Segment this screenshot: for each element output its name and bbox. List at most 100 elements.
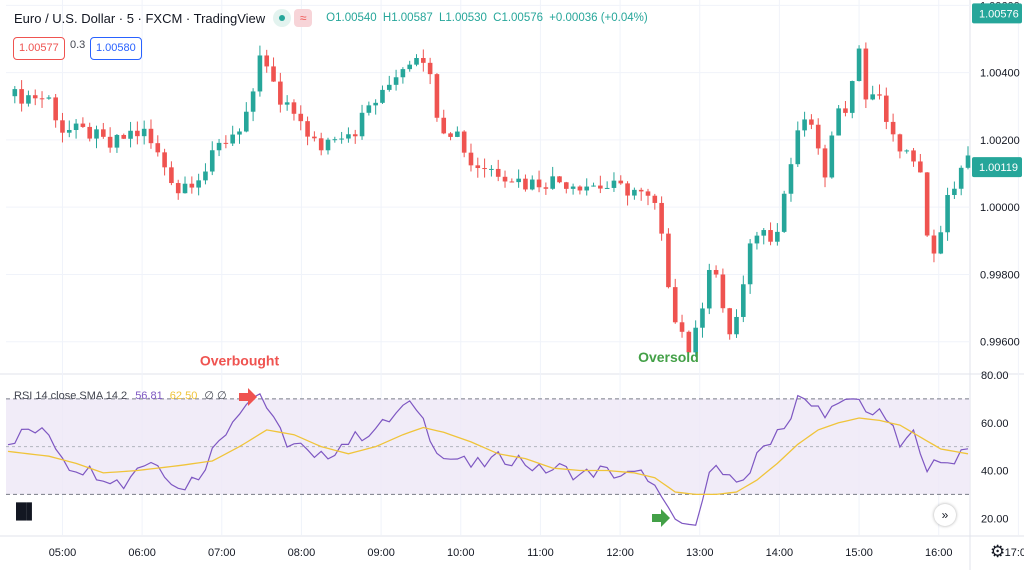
candle-body [672,287,678,323]
annotation-overbought: Overbought [200,352,280,368]
candle-body [849,81,855,113]
candle-body [12,89,18,97]
time-axis[interactable]: 05:00 06:00 07:00 08:00 09:00 10:00 11:00 12:00… [49,547,1024,559]
candle-body [489,168,494,170]
candle-body [366,105,372,113]
rsi-legend-name: RSI 14 close SMA 14 2 [14,390,128,402]
candle-body [509,181,515,183]
candle-body [434,74,440,118]
candle-body [475,165,481,169]
candle-body [570,186,576,189]
candle-body [455,131,460,137]
ohlc-high: H1.00587 [382,12,433,24]
signal-arrows [239,388,670,527]
rsi-legend-extra: ∅ ∅ [204,390,227,402]
price-tags: 1.00576 1.00119 [972,3,1022,178]
candle-body [679,322,685,332]
candle-body [257,55,263,92]
time-tick-label: 16:00 [925,547,953,559]
rsi-legend[interactable]: RSI 14 close SMA 14 2 56.81 62.50 ∅ ∅ [14,389,227,402]
candle-body [468,152,474,166]
candle-body [87,126,93,139]
candle-body [563,182,569,189]
time-tick-label: 07:00 [208,547,236,559]
candle-body [727,308,733,335]
rsi-series [7,392,969,526]
status-dot-icon[interactable] [273,9,292,27]
candle-body [26,95,31,104]
candle-body [223,142,229,144]
candle-body [768,230,773,242]
candle-body [713,269,719,275]
candle-body [175,183,181,194]
candle-body [584,186,590,191]
candle-body [393,77,399,85]
candle-body [73,123,79,130]
candle-body [536,179,542,188]
candle-body [46,97,52,99]
rsi-tick-label: 80.00 [981,370,1009,382]
candle-body [652,195,658,203]
candle-body [461,131,467,153]
wave-icon[interactable]: ≈ [294,9,313,27]
candle-body [318,138,324,151]
candle-body [945,194,950,233]
candle-body [523,178,528,190]
candle-body [809,119,814,125]
time-tick-label: 10:00 [447,547,475,559]
candle-body [863,48,869,100]
candle-body [659,202,664,234]
candle-body [720,274,726,309]
candle-body [516,178,521,183]
candle-body [856,48,862,82]
candle-body [577,186,583,191]
candle-body [32,95,38,99]
candle-body [781,193,787,232]
candle-body [502,176,508,182]
buy-button[interactable]: 1.00580 [90,37,142,60]
sma-legend-value: 62.50 [169,390,198,402]
candle-body [958,167,964,189]
candle-body [645,191,651,196]
oversold-arrow-icon [652,509,670,527]
candle-body [815,124,821,149]
candle-body [802,119,807,131]
candle-body [243,111,249,132]
candle-body [924,172,930,236]
rsi-axis[interactable]: 80.00 60.00 40.00 20.00 [981,370,1009,525]
time-tick-label: 05:00 [49,547,77,559]
candle-body [121,134,127,139]
rsi-legend-value: 56.81 [135,390,163,402]
ohlc-low: L1.00530 [438,12,487,24]
candle-body [141,128,147,137]
candle-body [339,138,344,140]
rsi-line [7,392,969,526]
candle-body [155,143,161,153]
candle-body [427,62,433,75]
candle-body [897,134,903,152]
sell-button[interactable]: 1.00577 [13,37,65,60]
candle-body [686,331,692,353]
gear-icon[interactable]: ⚙ [990,542,1006,561]
candle-body [482,168,487,170]
symbol-title[interactable]: Euro / U.S. Dollar · 5 · FXCM · TradingV… [14,10,266,26]
candle-body [543,187,549,189]
candle-body [182,183,188,194]
candle-body [305,121,310,137]
fast-forward-icon[interactable]: » [934,504,956,526]
price-tick-label: 1.00400 [980,68,1020,80]
tradingview-logo-icon[interactable]: █▌ [16,503,38,520]
time-tick-label: 14:00 [766,547,794,559]
candle-body [66,129,72,133]
candle-body [60,120,65,133]
candle-body [529,179,535,190]
annotation-oversold: Oversold [638,349,699,365]
time-tick-label: 11:00 [527,547,554,559]
candle-body [94,129,99,139]
candle-body [625,183,630,196]
candle-body [666,233,671,288]
time-tick-label: 17:00 [1005,547,1024,559]
candle-body [448,133,453,137]
candle-body [196,180,201,188]
